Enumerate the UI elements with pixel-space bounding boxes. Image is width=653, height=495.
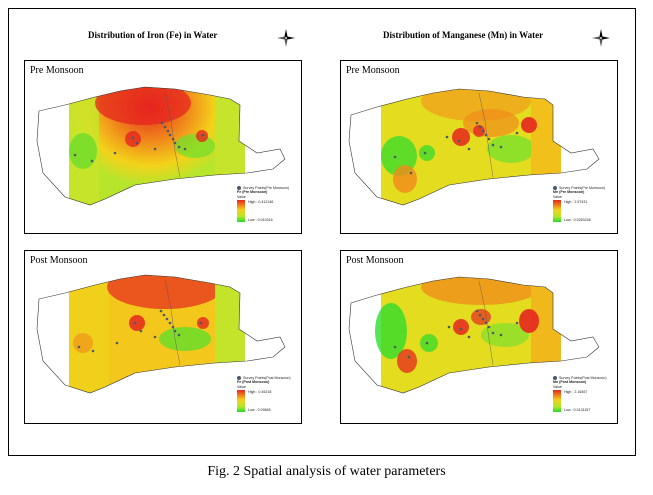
map-title-manganese: Distribution of Manganese (Mn) in Water: [383, 30, 544, 40]
survey-point-icon: [237, 375, 241, 380]
legend-layer-label: Fe (Pre Monsoon): [237, 190, 268, 195]
map-panel-mn-pre: Pre Monsoon Survey Points(Pre Monsoon) M…: [340, 60, 618, 234]
survey-point-icon: [553, 185, 557, 190]
map-legend: Survey Points(Pre Monsoon) Fe (Pre Monso…: [237, 186, 295, 223]
fe-post-monsoon-map: [36, 274, 286, 394]
legend-value-label: Value: [237, 194, 246, 199]
mn-post-monsoon-map: [348, 276, 600, 394]
panel-label: Pre Monsoon: [346, 65, 400, 76]
color-ramp: [553, 200, 561, 222]
color-ramp: [237, 200, 245, 222]
legend-points-label: Survey Points(Post Monsoon): [243, 375, 291, 380]
legend-layer-label: Fe (Post Monsoon): [237, 380, 270, 385]
legend-high-label: High : 0.45218: [248, 390, 272, 394]
legend-value-label: Value: [553, 384, 562, 389]
color-ramp: [553, 390, 561, 412]
legend-high-label: High : 2.57431: [564, 200, 588, 204]
legend-value-label: Value: [553, 194, 562, 199]
legend-low-label: Low : 0.0263248: [564, 217, 591, 222]
legend-low-label: Low : 0.010316: [248, 217, 273, 222]
mn-pre-monsoon-map: [348, 88, 600, 206]
legend-layer-label: Mn (Pre Monsoon): [553, 190, 585, 195]
map-panel-fe-post: Post Monsoon Survey Points(Post Monsoon)…: [24, 250, 302, 424]
survey-point-icon: [237, 185, 241, 190]
legend-high-label: High : 2.16457: [564, 390, 588, 394]
map-legend: Survey Points(Pre Monsoon) Mn (Pre Monso…: [553, 186, 611, 223]
legend-points-label: Survey Points(Pre Monsoon): [559, 185, 605, 190]
panel-label: Post Monsoon: [30, 255, 88, 266]
legend-points-label: Survey Points(Pre Monsoon): [243, 185, 289, 190]
legend-points-label: Survey Points(Post Monsoon): [559, 375, 607, 380]
map-legend: Survey Points(Post Monsoon) Mn (Post Mon…: [553, 376, 611, 413]
map-title-iron: Distribution of Iron (Fe) in Water: [88, 30, 218, 40]
compass-icon: [592, 29, 610, 47]
color-ramp: [237, 390, 245, 412]
map-legend: Survey Points(Post Monsoon) Fe (Post Mon…: [237, 376, 295, 413]
legend-value-label: Value: [237, 384, 246, 389]
panel-label: Post Monsoon: [346, 255, 404, 266]
figure-caption: Fig. 2 Spatial analysis of water paramet…: [207, 464, 446, 479]
legend-layer-label: Mn (Post Monsoon): [553, 380, 587, 385]
legend-low-label: Low : 0.09845: [248, 407, 271, 412]
survey-point-icon: [553, 375, 557, 380]
compass-icon: [277, 29, 295, 47]
legend-low-label: Low : 0.0131157: [564, 407, 591, 412]
map-panel-fe-pre: Pre Monsoon Survey Points(Pre Monsoon) F…: [24, 60, 302, 234]
legend-high-label: High : 0.412146: [248, 200, 274, 204]
map-panel-mn-post: Post Monsoon Survey Points(Post Monsoon)…: [340, 250, 618, 424]
fe-pre-monsoon-map: [36, 86, 286, 206]
panel-label: Pre Monsoon: [30, 65, 84, 76]
